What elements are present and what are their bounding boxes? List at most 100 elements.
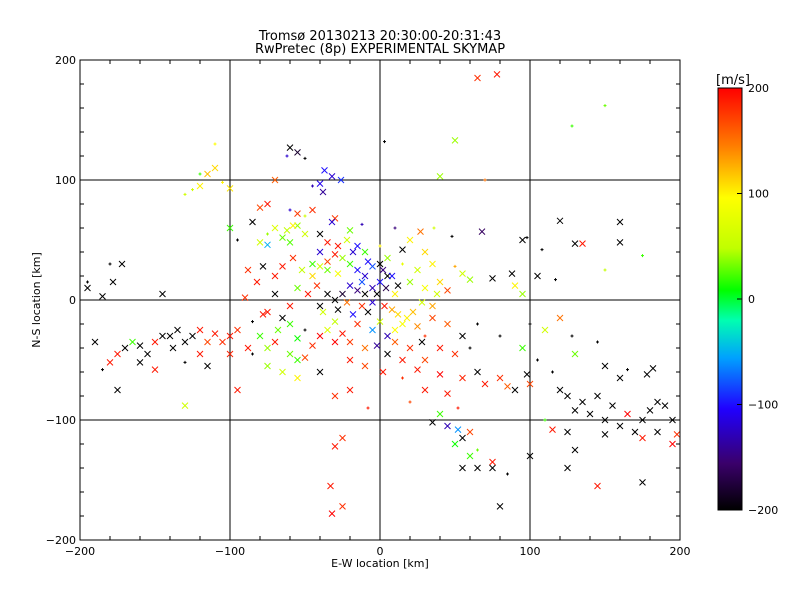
data-point bbox=[294, 356, 301, 364]
data-point bbox=[519, 344, 526, 352]
data-point bbox=[169, 344, 177, 352]
data-point bbox=[324, 258, 331, 265]
data-point bbox=[414, 366, 421, 373]
data-point bbox=[459, 332, 466, 340]
data-point bbox=[401, 262, 404, 266]
colorbar-tick-label: 100 bbox=[748, 188, 769, 201]
data-point bbox=[286, 302, 294, 310]
colorbar-label: [m/s] bbox=[716, 73, 750, 88]
data-point bbox=[327, 482, 334, 490]
data-point bbox=[304, 290, 312, 298]
data-point bbox=[481, 380, 489, 388]
data-point bbox=[271, 176, 279, 184]
data-point bbox=[388, 306, 396, 313]
data-point bbox=[519, 290, 526, 298]
data-point bbox=[144, 350, 151, 358]
data-point bbox=[436, 344, 444, 352]
data-point bbox=[616, 374, 624, 382]
data-point bbox=[406, 278, 414, 286]
data-point bbox=[221, 180, 224, 184]
data-point bbox=[151, 366, 159, 373]
data-point bbox=[468, 346, 472, 350]
data-point bbox=[526, 380, 534, 388]
data-point bbox=[489, 275, 496, 282]
data-point bbox=[334, 306, 342, 313]
data-point bbox=[369, 284, 376, 292]
data-point bbox=[303, 156, 307, 160]
data-point bbox=[271, 338, 279, 346]
data-point bbox=[136, 359, 144, 366]
x-tick-label: 100 bbox=[520, 545, 541, 558]
data-point bbox=[364, 308, 372, 316]
data-point bbox=[361, 290, 369, 298]
data-point bbox=[654, 428, 661, 436]
data-point bbox=[571, 240, 579, 247]
data-point bbox=[334, 242, 342, 250]
data-point bbox=[324, 239, 331, 246]
data-point bbox=[346, 260, 354, 268]
x-tick-label: −100 bbox=[215, 545, 245, 558]
data-point bbox=[456, 406, 460, 410]
data-point bbox=[421, 284, 429, 292]
data-point bbox=[394, 311, 402, 318]
data-point bbox=[294, 335, 301, 342]
data-point bbox=[253, 278, 261, 286]
data-point bbox=[324, 326, 331, 334]
data-point bbox=[673, 431, 680, 438]
data-point bbox=[331, 318, 339, 325]
data-point bbox=[489, 458, 496, 466]
data-point bbox=[436, 278, 444, 286]
data-point bbox=[316, 302, 324, 310]
data-point bbox=[118, 260, 126, 268]
data-point bbox=[271, 272, 279, 280]
data-point bbox=[421, 248, 429, 256]
data-point bbox=[384, 332, 391, 340]
data-point bbox=[459, 270, 466, 277]
data-point bbox=[244, 266, 252, 274]
data-point bbox=[331, 338, 339, 346]
data-point bbox=[198, 172, 202, 176]
data-point bbox=[358, 302, 366, 310]
data-point bbox=[643, 371, 651, 378]
data-point bbox=[391, 338, 399, 346]
y-tick-label: 0 bbox=[69, 294, 76, 307]
data-point bbox=[570, 334, 574, 338]
data-point bbox=[271, 224, 279, 232]
data-point bbox=[213, 142, 217, 146]
data-point bbox=[444, 390, 451, 397]
data-point bbox=[324, 266, 331, 274]
data-point bbox=[189, 332, 196, 340]
x-tick-label: 200 bbox=[670, 545, 691, 558]
data-point bbox=[616, 218, 624, 226]
data-point bbox=[450, 234, 454, 238]
data-point bbox=[339, 254, 346, 262]
data-point bbox=[256, 332, 264, 340]
data-point bbox=[624, 410, 631, 418]
data-point bbox=[361, 272, 369, 280]
data-point bbox=[328, 173, 336, 180]
data-point bbox=[616, 422, 624, 430]
data-point bbox=[181, 338, 189, 346]
data-point bbox=[346, 338, 354, 346]
data-point bbox=[399, 356, 406, 364]
data-point bbox=[346, 227, 354, 234]
data-point bbox=[369, 299, 376, 306]
data-point bbox=[183, 192, 187, 196]
data-point bbox=[114, 350, 121, 358]
data-point bbox=[266, 232, 269, 236]
data-point bbox=[594, 392, 601, 400]
data-point bbox=[540, 248, 544, 252]
data-point bbox=[534, 272, 541, 280]
data-point bbox=[226, 224, 234, 232]
data-point bbox=[409, 308, 417, 316]
data-point bbox=[421, 356, 429, 364]
data-point bbox=[536, 358, 539, 362]
data-point bbox=[417, 228, 424, 235]
data-point bbox=[376, 318, 384, 325]
data-point bbox=[286, 239, 294, 246]
data-point bbox=[453, 264, 457, 268]
data-point bbox=[334, 270, 342, 277]
data-point bbox=[523, 371, 531, 378]
data-point bbox=[204, 338, 211, 346]
data-point bbox=[279, 368, 286, 376]
